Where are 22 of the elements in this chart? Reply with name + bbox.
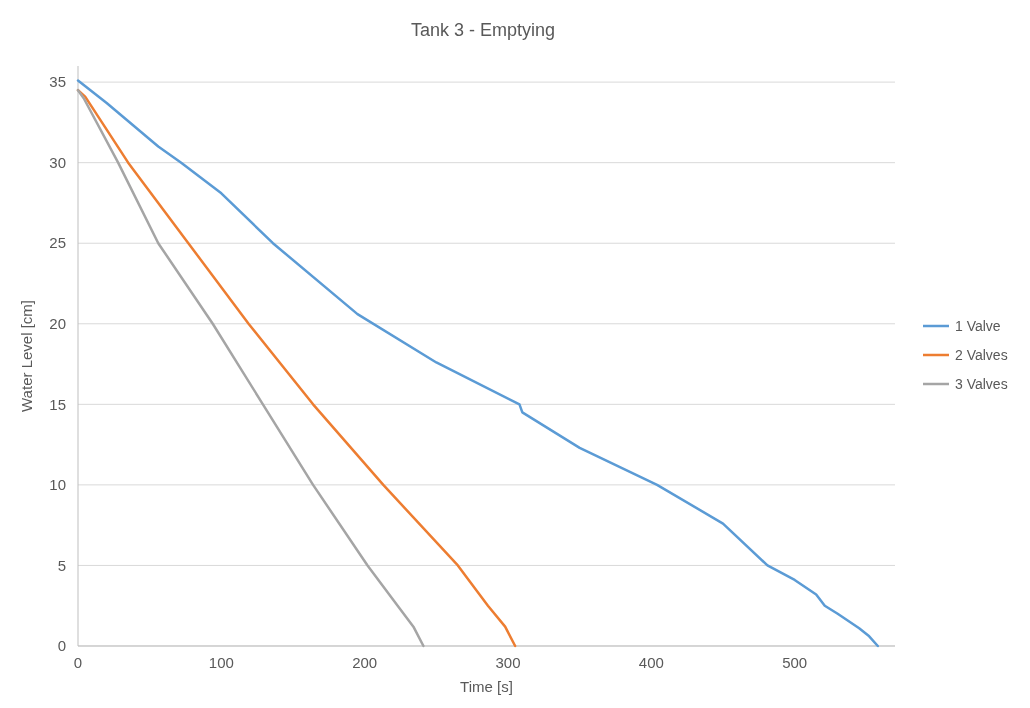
x-tick-label: 100	[208, 654, 234, 671]
y-tick-label: 0	[57, 637, 66, 655]
y-tick-label: 25	[49, 234, 66, 252]
legend-label: 2 Valves	[955, 346, 1008, 363]
y-tick-label: 30	[49, 153, 66, 171]
line-series	[76, 79, 880, 648]
x-tick-label: 200	[352, 654, 378, 671]
y-tick-label: 10	[49, 476, 66, 494]
y-tick-label: 5	[57, 556, 66, 574]
x-tick-label: 400	[638, 654, 664, 671]
legend-label: 1 Valve	[955, 317, 1001, 334]
y-tick-label: 20	[49, 315, 66, 333]
line-series	[76, 88, 425, 648]
x-tick-label: 0	[73, 654, 83, 671]
y-tick-label: 15	[49, 395, 66, 413]
y-tick-label: 35	[49, 73, 66, 91]
x-tick-label: 300	[495, 654, 521, 671]
legend-label: 3 Valves	[955, 375, 1008, 392]
chart-title: Tank 3 - Emptying	[410, 20, 556, 40]
x-axis-title: Time [s]	[460, 678, 513, 695]
y-axis-title: Water Level [cm]	[18, 300, 35, 412]
x-tick-label: 500	[782, 654, 808, 671]
